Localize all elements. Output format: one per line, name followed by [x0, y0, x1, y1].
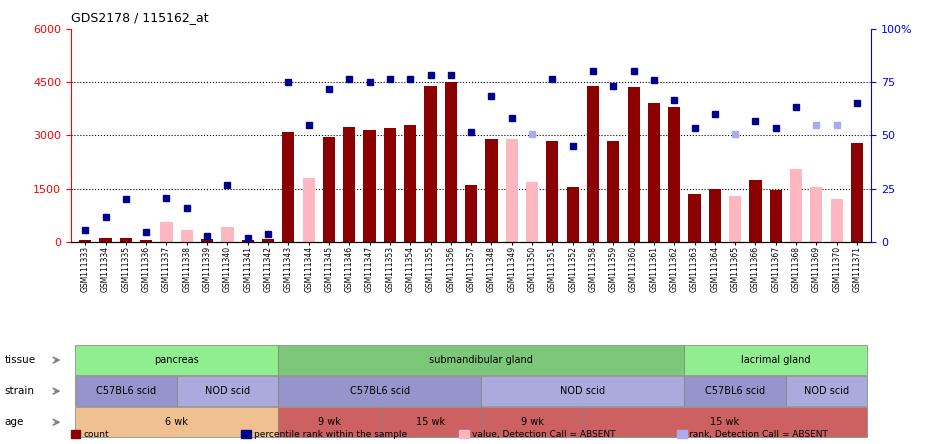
Bar [424, 86, 437, 242]
Text: strain: strain [5, 386, 35, 396]
Bar [80, 240, 91, 242]
Bar [749, 180, 761, 242]
Text: tissue: tissue [5, 355, 36, 365]
Text: 9 wk: 9 wk [317, 417, 340, 427]
Text: 15 wk: 15 wk [710, 417, 740, 427]
Bar [526, 182, 538, 242]
Bar [181, 230, 193, 242]
Bar [445, 82, 456, 242]
Text: NOD scid: NOD scid [561, 386, 605, 396]
Text: count: count [83, 430, 109, 439]
Bar [119, 238, 132, 242]
Text: C57BL6 scid: C57BL6 scid [349, 386, 410, 396]
Bar [241, 240, 254, 242]
Bar [140, 240, 152, 242]
Bar [160, 222, 172, 242]
Bar [811, 187, 823, 242]
Bar [282, 132, 295, 242]
Bar [729, 196, 742, 242]
Bar [546, 141, 559, 242]
Text: lacrimal gland: lacrimal gland [742, 355, 811, 365]
Bar [302, 178, 314, 242]
Text: age: age [5, 417, 24, 427]
Bar [222, 227, 234, 242]
Text: percentile rank within the sample: percentile rank within the sample [254, 430, 407, 439]
Bar [587, 86, 599, 242]
Bar [607, 141, 619, 242]
Text: NOD scid: NOD scid [205, 386, 250, 396]
Bar [323, 137, 335, 242]
Text: value, Detection Call = ABSENT: value, Detection Call = ABSENT [472, 430, 616, 439]
Bar [465, 185, 477, 242]
Bar [262, 239, 274, 242]
Text: NOD scid: NOD scid [804, 386, 849, 396]
Bar [384, 128, 396, 242]
Bar [688, 194, 701, 242]
Bar [343, 127, 355, 242]
Text: GDS2178 / 115162_at: GDS2178 / 115162_at [71, 11, 208, 24]
Bar [201, 239, 213, 242]
Bar [831, 199, 843, 242]
Text: 9 wk: 9 wk [521, 417, 544, 427]
Bar [790, 169, 802, 242]
Bar [506, 139, 518, 242]
Bar [364, 130, 376, 242]
Text: 15 wk: 15 wk [416, 417, 445, 427]
Text: submandibular gland: submandibular gland [429, 355, 533, 365]
Bar [770, 190, 782, 242]
Bar [99, 238, 112, 242]
Bar [708, 189, 721, 242]
Text: 6 wk: 6 wk [165, 417, 188, 427]
Text: C57BL6 scid: C57BL6 scid [706, 386, 765, 396]
Bar [628, 87, 640, 242]
Bar [566, 187, 579, 242]
Bar [648, 103, 660, 242]
Bar [669, 107, 680, 242]
Bar [486, 139, 497, 242]
Bar [851, 143, 863, 242]
Text: C57BL6 scid: C57BL6 scid [96, 386, 156, 396]
Text: pancreas: pancreas [154, 355, 199, 365]
Text: rank, Detection Call = ABSENT: rank, Detection Call = ABSENT [689, 430, 829, 439]
Bar [404, 125, 417, 242]
